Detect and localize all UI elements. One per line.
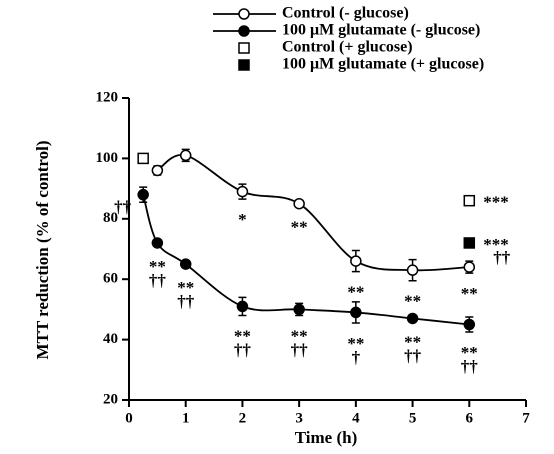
marker <box>151 237 164 249</box>
y-tick-label: 80 <box>103 210 118 226</box>
y-tick-label: 120 <box>96 89 119 105</box>
significance-mark: †† <box>461 357 479 376</box>
legend-label: 100 μM glutamate (+ glucose) <box>282 56 484 73</box>
x-tick-label: 4 <box>352 410 360 426</box>
marker <box>406 312 419 325</box>
marker <box>137 152 149 165</box>
marker <box>179 258 192 270</box>
marker <box>463 318 476 331</box>
x-tick-label: 6 <box>466 410 474 426</box>
marker <box>238 25 250 37</box>
legend-label: Control (- glucose) <box>282 5 409 22</box>
marker <box>236 185 249 198</box>
x-tick-label: 7 <box>522 410 530 426</box>
significance-mark: ** <box>291 218 308 237</box>
marker <box>179 149 192 162</box>
marker <box>350 255 362 267</box>
x-tick-label: 0 <box>125 410 133 426</box>
trend-line <box>156 154 470 272</box>
significance-mark: †† <box>234 340 252 359</box>
significance-mark: †† <box>149 271 167 290</box>
y-tick-label: 100 <box>96 150 119 166</box>
legend: Control (- glucose)100 μM glutamate (- g… <box>213 5 484 73</box>
y-tick-label: 20 <box>103 391 118 407</box>
significance-mark: ** <box>291 326 308 345</box>
significance-mark: ** <box>347 282 364 301</box>
x-axis-title: Time (h) <box>295 428 358 447</box>
marker <box>137 188 149 201</box>
y-tick-label: 40 <box>103 331 118 347</box>
significance-mark: † <box>352 348 361 367</box>
marker <box>293 303 305 316</box>
significance-mark: †† <box>114 198 132 217</box>
significance-mark: ** <box>347 334 364 353</box>
marker <box>238 59 250 71</box>
x-tick-label: 5 <box>409 410 417 426</box>
marker <box>238 8 250 20</box>
x-tick-label: 1 <box>182 410 190 426</box>
marker <box>151 164 164 177</box>
significance-mark: ** <box>461 284 478 303</box>
significance-mark: ** <box>404 332 421 351</box>
marker <box>236 300 249 313</box>
marker <box>463 194 476 207</box>
marker <box>463 261 476 273</box>
marker <box>463 237 476 249</box>
significance-mark: *** <box>483 235 509 254</box>
legend-label: 100 μM glutamate (- glucose) <box>282 22 480 39</box>
significance-mark: †† <box>493 248 511 267</box>
x-tick-label: 3 <box>295 410 303 426</box>
significance-mark: ** <box>149 257 166 276</box>
legend-label: Control (+ glucose) <box>282 39 413 56</box>
y-axis-title: MTT reduction (% of control) <box>33 140 52 359</box>
significance-mark: ** <box>404 292 421 311</box>
significance-mark: *** <box>483 193 509 212</box>
marker <box>406 264 419 276</box>
marker <box>238 42 250 54</box>
y-tick-label: 60 <box>103 271 118 287</box>
significance-mark: †† <box>291 340 309 359</box>
significance-mark: ** <box>177 278 194 297</box>
significance-mark: * <box>238 210 247 229</box>
marker <box>293 197 305 210</box>
significance-mark: †† <box>404 346 422 365</box>
x-tick-label: 2 <box>239 410 247 426</box>
significance-mark: †† <box>177 292 195 311</box>
significance-mark: ** <box>461 343 478 362</box>
significance-mark: ** <box>234 326 251 345</box>
marker <box>350 306 362 319</box>
